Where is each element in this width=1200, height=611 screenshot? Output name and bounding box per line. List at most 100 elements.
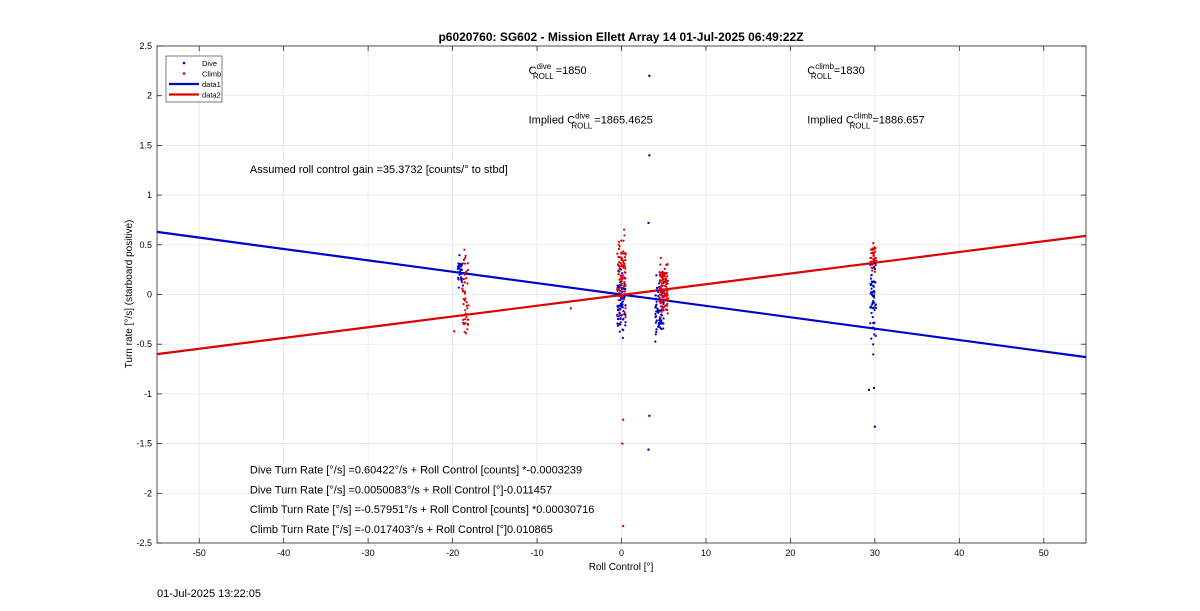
climb-point <box>660 282 664 285</box>
x-tick-label: 40 <box>954 548 964 558</box>
annotations: Cdive ROLL =1850 Cclimb ROLL =1830 Implied Cdi… <box>250 62 925 536</box>
climb-point <box>464 321 467 325</box>
annotation-implied-dive: Implied Cdive ROLL =1865.4625 <box>529 112 653 131</box>
legend-label: data1 <box>202 80 221 89</box>
climb-point <box>623 234 626 237</box>
y-tick-label: -2 <box>144 488 152 498</box>
dive-point <box>621 318 625 321</box>
dive-point <box>873 290 876 293</box>
dive-point <box>460 264 463 267</box>
climb-point <box>666 312 669 315</box>
x-tick-label: 20 <box>785 548 795 558</box>
dive-point <box>655 310 658 313</box>
dive-point <box>874 334 877 337</box>
climb-point <box>660 293 663 296</box>
annotation-c-roll-dive: Cdive ROLL =1850 <box>529 62 587 81</box>
climb-point <box>664 308 668 311</box>
dive-point <box>660 313 663 316</box>
footer-timestamp: 01-Jul-2025 13:22:05 <box>157 588 261 600</box>
climb-point <box>664 277 668 280</box>
climb-point <box>871 252 874 255</box>
climb-point <box>620 251 623 254</box>
climb-point <box>462 318 465 321</box>
climb-point <box>619 262 622 265</box>
climb-point <box>466 262 469 265</box>
climb-point <box>619 292 622 295</box>
dive-point <box>874 304 877 307</box>
climb-point <box>622 264 625 267</box>
y-tick-label: 1.5 <box>139 140 152 150</box>
dive-point <box>619 296 622 300</box>
climb-point <box>623 284 627 287</box>
dive-point <box>871 315 874 319</box>
climb-point <box>621 313 624 316</box>
dive-point <box>624 321 627 324</box>
climb-point <box>623 256 627 259</box>
climb-point <box>659 256 662 259</box>
legend-label: data2 <box>202 91 221 100</box>
climb-point <box>663 299 666 302</box>
dive-point <box>872 294 876 297</box>
climb-point <box>461 290 464 293</box>
dive-point <box>873 328 876 331</box>
y-axis-label: Turn rate [°/s] (starboard positive) <box>124 220 135 369</box>
legend-marker <box>182 61 186 65</box>
climb-point <box>660 288 663 291</box>
climb-point <box>616 287 619 291</box>
climb-point <box>462 303 465 306</box>
y-tick-label: -0.5 <box>136 339 152 349</box>
climb-point <box>873 270 876 273</box>
dive-outlier-point <box>647 221 650 225</box>
dive-point <box>619 298 622 302</box>
climb-point <box>617 306 620 309</box>
climb-point <box>463 290 466 293</box>
climb-point <box>621 258 624 261</box>
dive-point <box>655 330 658 334</box>
dive-point <box>655 303 658 306</box>
climb-point <box>463 273 467 276</box>
dive-point <box>654 297 658 300</box>
dive-point <box>622 329 625 332</box>
annotation-equation: Climb Turn Rate [°/s] =-0.017403°/s + Ro… <box>250 524 553 536</box>
climb-point <box>665 272 668 275</box>
dive-point <box>458 254 461 257</box>
climb-point <box>664 288 667 292</box>
climb-point <box>624 307 627 310</box>
climb-point <box>463 330 466 334</box>
dive-point <box>662 327 665 330</box>
legend-label: Dive <box>202 59 217 68</box>
dive-point <box>621 287 625 290</box>
climb-point <box>623 281 626 284</box>
dive-point <box>618 322 621 326</box>
y-tick-label: 2.5 <box>139 41 152 51</box>
climb-point <box>874 263 877 267</box>
climb-point <box>467 304 470 307</box>
climb-point <box>461 287 464 290</box>
climb-point <box>624 277 627 280</box>
climb-point <box>666 289 669 292</box>
legend-marker <box>182 72 186 75</box>
dive-point <box>656 307 659 310</box>
climb-point <box>617 247 620 251</box>
annotation-equation: Dive Turn Rate [°/s] =0.0050083°/s + Rol… <box>250 484 552 496</box>
dive-point <box>873 267 877 271</box>
dive-point <box>873 262 877 265</box>
climb-point <box>616 315 620 318</box>
dive-point <box>870 337 873 340</box>
dive-point <box>657 290 660 294</box>
climb-point <box>874 259 878 262</box>
climb-point <box>874 246 877 250</box>
dive-point <box>658 282 661 285</box>
climb-point <box>869 256 872 260</box>
dive-point <box>655 289 658 292</box>
climb-point <box>662 291 665 295</box>
climb-point <box>463 248 466 251</box>
climb-point <box>660 271 663 274</box>
dive-point <box>618 292 621 295</box>
dive-point <box>618 311 621 314</box>
climb-point <box>463 299 467 302</box>
dive-point <box>656 325 660 328</box>
dive-point <box>872 306 875 309</box>
climb-point <box>617 298 620 302</box>
dive-point <box>459 277 463 280</box>
